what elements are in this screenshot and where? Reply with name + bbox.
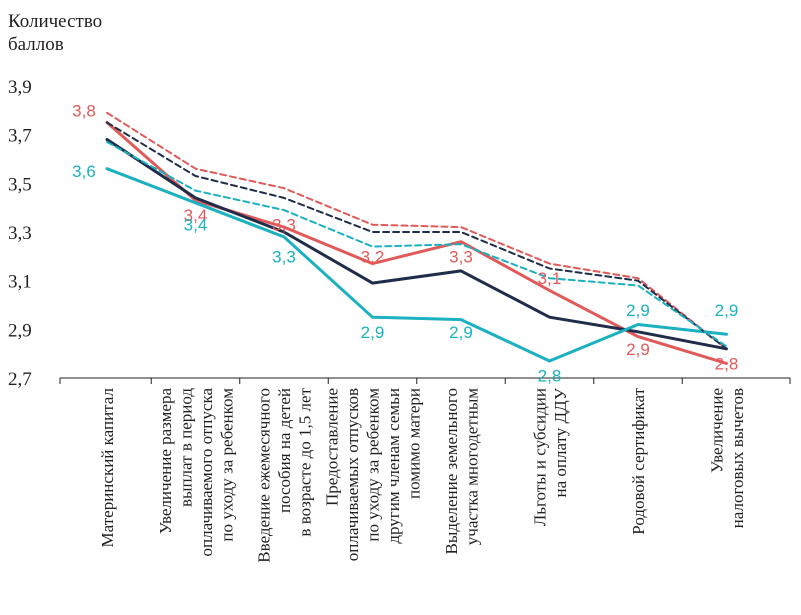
x-tick-label: участка многодетным xyxy=(462,388,481,545)
series-line-2 xyxy=(105,167,728,363)
x-tick-label: Увеличение xyxy=(707,388,726,473)
x-tick-label: в возрасте до 1,5 лет xyxy=(296,387,315,536)
x-tick-label: Льготы и субсидии xyxy=(530,388,549,526)
x-tick-label: Увеличение размера xyxy=(156,388,175,535)
y-tick-label: 3,7 xyxy=(8,126,32,147)
data-label: 3,6 xyxy=(72,162,96,181)
data-label: 3,2 xyxy=(361,247,385,266)
data-label: 2,9 xyxy=(715,301,739,320)
y-axis: 2,7 2,9 3,1 3,3 3,5 3,7 3,9 xyxy=(8,77,32,390)
y-tick-label: 3,5 xyxy=(8,174,32,195)
x-tick-label: пособия на детей xyxy=(275,388,294,513)
y-axis-title-line-2: баллов xyxy=(8,34,64,55)
x-tick-label: другим членам семьи xyxy=(384,388,403,544)
x-tick-label: выплат в период xyxy=(176,388,195,507)
y-tick-label: 3,1 xyxy=(8,272,32,293)
data-label: 2,9 xyxy=(626,301,650,320)
series-line-4 xyxy=(106,121,728,350)
y-axis-title-line-1: Количество xyxy=(8,11,102,32)
data-label: 3,1 xyxy=(538,269,562,288)
y-tick-label: 2,9 xyxy=(8,320,32,341)
data-label: 3,3 xyxy=(272,216,296,235)
x-tick-label: Материнский капитал xyxy=(98,387,117,547)
y-tick-label: 3,3 xyxy=(8,223,32,244)
x-tick-label: Родовой сертификат xyxy=(629,387,648,534)
data-label: 2,9 xyxy=(361,323,385,342)
y-tick-label: 3,9 xyxy=(8,77,32,98)
series-line-5 xyxy=(106,141,728,348)
x-tick-label: налоговых вычетов xyxy=(728,388,747,528)
data-label: 2,8 xyxy=(538,367,562,386)
data-label: 3,8 xyxy=(72,101,96,120)
x-tick-label: Предоставление xyxy=(323,388,342,506)
x-tick-label: помимо матери xyxy=(405,388,424,499)
data-label: 3,4 xyxy=(184,216,208,235)
data-label: 2,9 xyxy=(449,323,473,342)
data-label: 3,4 xyxy=(184,206,208,225)
x-tick-label: Введение ежемесячного xyxy=(255,388,274,563)
series-layer xyxy=(105,111,728,365)
x-tick-label: по уходу за ребенком xyxy=(364,388,383,542)
series-line-3 xyxy=(106,111,728,350)
x-tick-label: Выделение земельного xyxy=(442,388,461,554)
data-label: 2,9 xyxy=(626,340,650,359)
x-tick-label: на оплату ДДУ xyxy=(551,387,570,497)
x-tick-label: по уходу за ребенком xyxy=(217,388,236,542)
x-tick-label: оплачиваемого отпуска xyxy=(197,388,216,557)
y-tick-label: 2,7 xyxy=(8,369,32,390)
x-tick-label: оплачиваемых отпусков xyxy=(343,388,362,561)
data-labels: 3,8 3,6 3,43,4 3,3 3,3 3,2 2,9 3,3 2,9 3,1 2,8 2,9 2… xyxy=(72,101,738,385)
data-label: 3,3 xyxy=(449,247,473,266)
x-axis: Материнский капитал Увеличение размера вып… xyxy=(59,378,791,563)
data-label: 2,8 xyxy=(715,354,739,373)
data-label: 3,3 xyxy=(272,247,296,266)
